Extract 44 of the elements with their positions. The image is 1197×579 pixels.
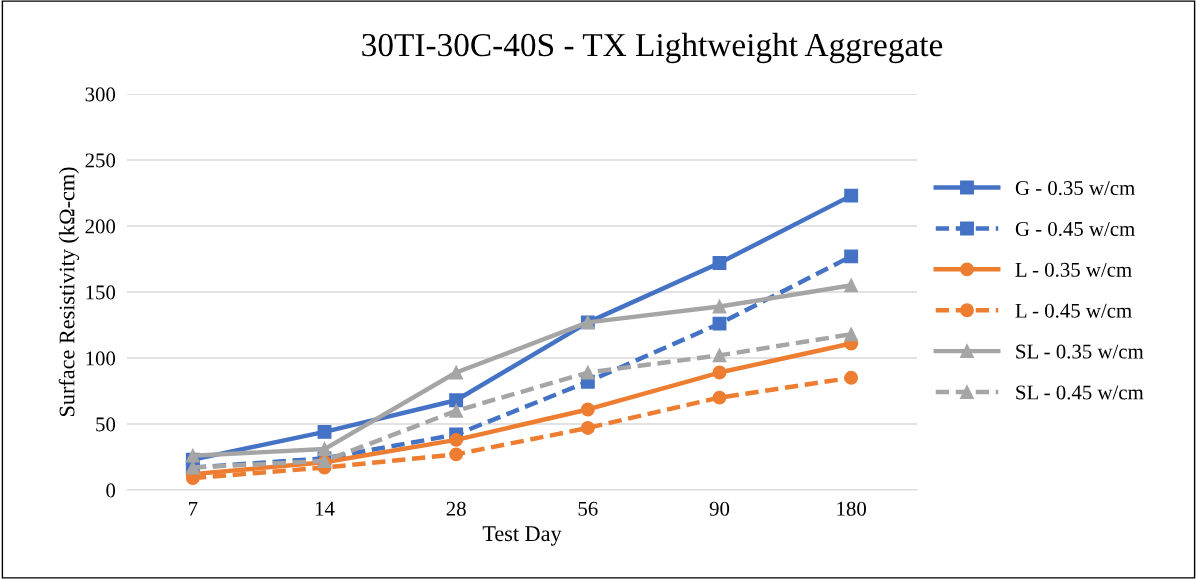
point: [449, 365, 464, 380]
point: [712, 390, 727, 405]
point: [580, 402, 595, 417]
x-tick-label: 14: [315, 501, 335, 516]
point: [712, 348, 727, 363]
point: [844, 278, 859, 293]
point: [712, 316, 727, 331]
point: [712, 299, 727, 314]
x-tick-label: 90: [709, 501, 730, 516]
point: [844, 370, 859, 385]
point: [317, 424, 332, 439]
legend-label: SL - 0.35 w/cm: [1016, 344, 1144, 359]
x-tick-label: 7: [189, 501, 198, 516]
point: [844, 249, 859, 264]
y-tick-label: 0: [106, 483, 116, 498]
y-tick-label: 200: [85, 219, 116, 234]
y-tick-label: 50: [96, 417, 116, 432]
y-tick-label: 100: [86, 351, 116, 366]
point: [712, 256, 727, 270]
y-tick-label: 250: [85, 153, 116, 168]
point: [449, 432, 464, 447]
x-tick-label: 180: [837, 501, 866, 516]
point: [580, 365, 595, 380]
legend-label: L - 0.35 w/cm: [1015, 262, 1132, 277]
point: [844, 327, 859, 342]
x-tick-label: 56: [578, 501, 598, 516]
point: [185, 448, 200, 463]
y-tick-label: 300: [85, 87, 116, 102]
x-tick-label: 28: [446, 501, 466, 516]
point: [449, 393, 464, 408]
y-tick-label: 150: [86, 285, 116, 300]
legend-label: G - 0.45 w/cm: [1015, 221, 1135, 237]
chart-title: 30TI-30C-40S - TX Lightweight Aggregate: [362, 32, 943, 64]
point: [580, 421, 595, 435]
point: [449, 447, 464, 462]
legend-label: L - 0.45 w/cm: [1015, 303, 1132, 318]
point: [317, 442, 332, 457]
point: [844, 188, 859, 203]
legend-label: G - 0.35 w/cm: [1015, 180, 1135, 196]
x-axis-title: Test Day: [482, 526, 562, 546]
y-axis-title: Surface Resistivity (kΩ-cm): [58, 167, 80, 417]
point: [449, 403, 464, 418]
point: [712, 365, 727, 380]
legend-label: SL - 0.45 w/cm: [1016, 385, 1144, 400]
